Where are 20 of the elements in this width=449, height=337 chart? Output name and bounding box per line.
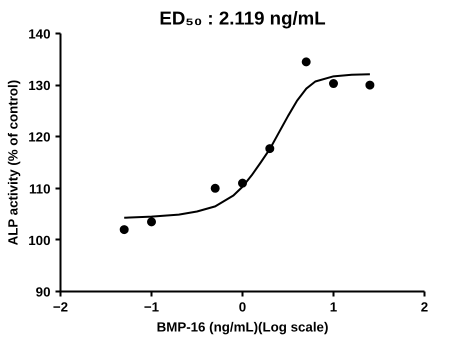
- x-tick-label: −2: [52, 300, 68, 314]
- x-tick-label: 0: [238, 300, 246, 314]
- x-tick-label: 2: [420, 300, 428, 314]
- y-tick-label: 110: [29, 181, 51, 196]
- point: [365, 80, 374, 90]
- y-axis-title: ALP activity (% of control): [5, 80, 20, 246]
- x-tick-label: −1: [144, 300, 160, 314]
- point: [210, 184, 220, 193]
- point: [147, 217, 156, 226]
- chart-title: ED₅₀ : 2.119 ng/mL: [159, 8, 326, 28]
- y-tick-label: 120: [28, 130, 51, 145]
- y-tick-label: 90: [36, 284, 51, 300]
- y-tick-label: 100: [28, 232, 51, 248]
- point: [120, 225, 129, 234]
- x-axis-title: BMP-16 (ng/mL)(Log scale): [156, 320, 328, 334]
- point: [329, 79, 338, 88]
- x-tick-label: 1: [330, 300, 338, 314]
- y-tick-label: 130: [28, 78, 51, 94]
- point: [302, 57, 311, 66]
- y-tick-label: 140: [28, 26, 51, 42]
